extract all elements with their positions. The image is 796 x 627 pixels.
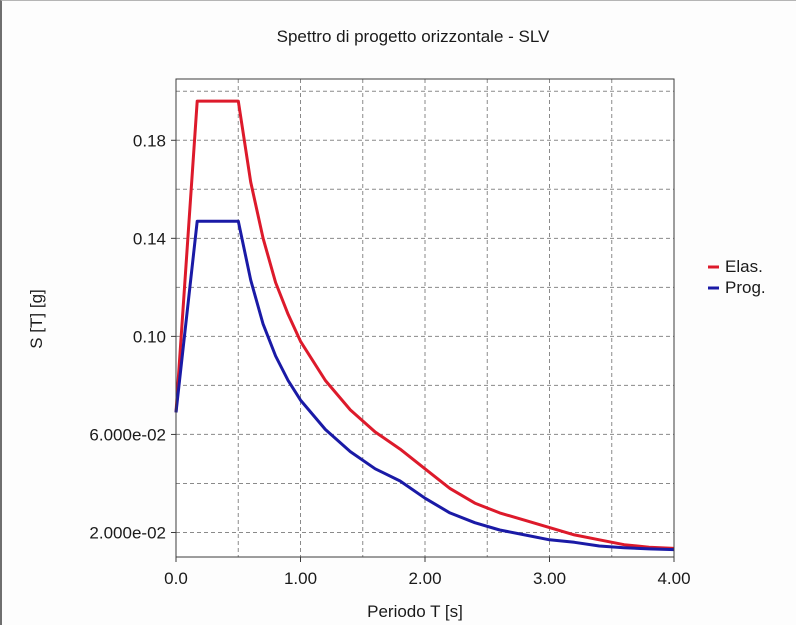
y-tick-label: 2.000e-02 [89,523,166,542]
y-axis-label: S [T] [g] [27,289,46,349]
y-tick-label: 0.10 [133,327,166,346]
x-tick-label: 1.00 [284,569,317,588]
y-tick-label: 0.18 [133,131,166,150]
series-line-elas [174,99,675,550]
x-tick-label: 4.00 [657,569,690,588]
x-axis-label: Periodo T [s] [367,602,463,621]
x-tick-label: 0.0 [164,569,188,588]
series-line-prog [174,219,675,552]
legend: Elas. Prog. [708,257,766,297]
x-tick-label: 2.00 [408,569,441,588]
y-tick-label: 6.000e-02 [89,425,166,444]
x-tick-label: 3.00 [533,569,566,588]
y-tick-label: 0.14 [133,229,166,248]
legend-label: Elas. [725,257,763,276]
legend-label: Prog. [725,278,766,297]
chart-title: Spettro di progetto orizzontale - SLV [277,27,550,46]
